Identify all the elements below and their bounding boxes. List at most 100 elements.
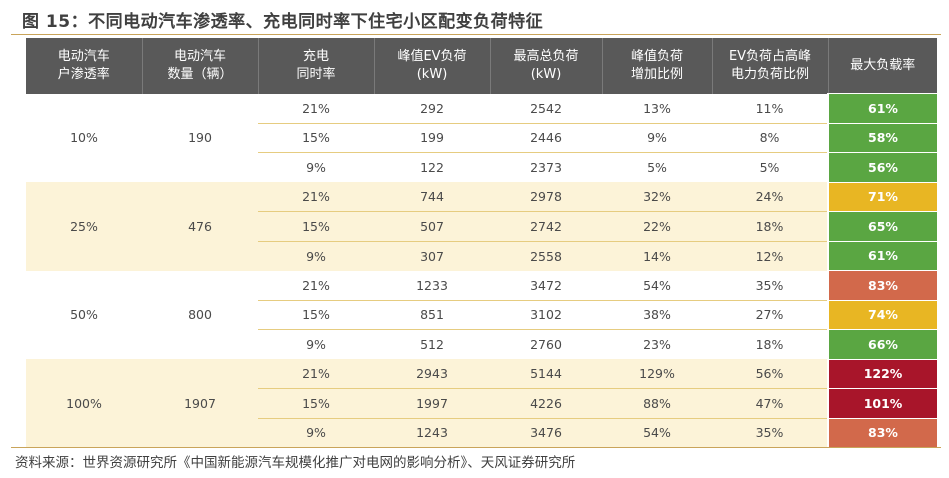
ev-share-cell: 12% — [712, 240, 828, 271]
ev-share-cell: 5% — [712, 152, 828, 182]
source-note: 资料来源：世界资源研究所《中国新能源汽车规模化推广对电网的影响分析》、天风证券研… — [15, 455, 576, 471]
total-peak-cell: 2373 — [490, 152, 602, 182]
ev-peak-cell: 744 — [374, 182, 490, 212]
total-peak-cell: 2760 — [490, 329, 602, 359]
column-header: 充电 同时率 — [258, 38, 375, 94]
increase-cell: 129% — [602, 359, 712, 389]
column-header-line: (kW) — [530, 66, 562, 82]
table-row: 9% 1243 3476 54% 35% 83% — [26, 417, 937, 447]
increase-cell: 23% — [602, 329, 712, 359]
table-row: 25% 476 21% 744 2978 32% 24% 71% — [26, 181, 937, 271]
max-load-cell: 83% — [827, 417, 937, 447]
ev-share-cell: 18% — [712, 329, 828, 359]
ev-share-cell: 47% — [712, 388, 828, 418]
increase-cell: 32% — [602, 182, 712, 212]
column-header: 最高总负荷 (kW) — [490, 38, 603, 94]
increase-cell: 22% — [602, 211, 712, 241]
increase-cell: 9% — [602, 122, 712, 153]
sync-rate-cell: 9% — [258, 240, 374, 271]
column-header: 峰值负荷 增加比例 — [602, 38, 713, 94]
column-header-line: (kW) — [416, 66, 448, 82]
column-header-line: 增加比例 — [630, 66, 683, 82]
table-row: 10% 190 21% 292 2542 13% 11% 61% — [26, 93, 937, 182]
column-header-line: 电力负荷比例 — [730, 66, 809, 82]
vehicle-count-cell: 476 — [142, 182, 258, 271]
sync-rate-cell: 21% — [258, 359, 374, 389]
max-load-cell: 56% — [827, 152, 937, 182]
penetration-cell: 25% — [26, 182, 142, 271]
ev-peak-cell: 1997 — [374, 388, 490, 418]
sync-rate-cell: 21% — [258, 93, 374, 123]
table-row: 15% 199 2446 9% 8% 58% — [26, 122, 937, 153]
total-peak-cell: 3472 — [490, 270, 602, 300]
max-load-cell: 122% — [827, 358, 937, 389]
penetration-cell: 50% — [26, 270, 142, 359]
ev-share-cell: 18% — [712, 211, 828, 241]
sync-rate-cell: 21% — [258, 182, 374, 212]
max-load-cell: 61% — [827, 240, 937, 271]
max-load-cell: 101% — [827, 388, 937, 418]
increase-cell: 88% — [602, 388, 712, 418]
increase-cell: 38% — [602, 299, 712, 330]
ev-share-cell: 24% — [712, 182, 828, 212]
column-header-line: 户渗透率 — [57, 66, 110, 82]
column-header: 电动汽车 数量（辆） — [142, 38, 259, 94]
ev-peak-cell: 851 — [374, 299, 490, 330]
column-header-line: 最高总负荷 — [513, 48, 579, 64]
increase-cell: 54% — [602, 417, 712, 447]
total-peak-cell: 2978 — [490, 182, 602, 212]
ev-peak-cell: 1233 — [374, 270, 490, 300]
max-load-cell: 61% — [827, 93, 937, 123]
ev-peak-cell: 2943 — [374, 359, 490, 389]
max-load-cell: 66% — [827, 329, 937, 359]
total-peak-cell: 2446 — [490, 122, 602, 153]
vehicle-count-cell: 190 — [142, 93, 258, 182]
column-header-line: 充电 — [302, 48, 329, 64]
total-peak-cell: 3476 — [490, 417, 602, 447]
vehicle-count-cell: 800 — [142, 270, 258, 359]
table-row: 9% 307 2558 14% 12% 61% — [26, 240, 937, 271]
total-peak-cell: 5144 — [490, 359, 602, 389]
ev-peak-cell: 199 — [374, 122, 490, 153]
ev-share-cell: 8% — [712, 122, 828, 153]
table-row: 50% 800 21% 1233 3472 54% 35% 83% — [26, 270, 937, 359]
top-rule — [11, 34, 941, 35]
ev-peak-cell: 122 — [374, 152, 490, 182]
increase-cell: 14% — [602, 240, 712, 271]
max-load-cell: 65% — [827, 211, 937, 241]
ev-peak-cell: 292 — [374, 93, 490, 123]
table-header: 电动汽车 户渗透率 电动汽车 数量（辆） 充电 同时率 峰值EV负荷 (kW) 最高总负荷 (kW… — [26, 38, 937, 94]
increase-cell: 13% — [602, 93, 712, 123]
ev-peak-cell: 1243 — [374, 417, 490, 447]
table-body: 10% 190 21% 292 2542 13% 11% 61% 15% 199 2446 9% 8% 5… — [26, 93, 937, 447]
ev-share-cell: 11% — [712, 93, 828, 123]
penetration-cell: 10% — [26, 93, 142, 182]
column-header: 峰值EV负荷 (kW) — [374, 38, 491, 94]
column-header: 最大负载率 — [828, 38, 937, 94]
ev-peak-cell: 512 — [374, 329, 490, 359]
sync-rate-cell: 9% — [258, 329, 374, 359]
total-peak-cell: 2742 — [490, 211, 602, 241]
column-header-line: 峰值负荷 — [630, 48, 683, 64]
ev-share-cell: 35% — [712, 270, 828, 300]
table-row: 100% 1907 21% 2943 5144 129% 56% 122% — [26, 358, 937, 447]
column-header-line: 峰值EV负荷 — [397, 48, 467, 64]
ev-load-table: 电动汽车 户渗透率 电动汽车 数量（辆） 充电 同时率 峰值EV负荷 (kW) 最高总负荷 (kW… — [26, 38, 937, 447]
column-header: 电动汽车 户渗透率 — [26, 38, 143, 94]
sync-rate-cell: 15% — [258, 299, 374, 330]
column-header-line: 电动汽车 — [173, 48, 226, 64]
column-header-line: 电动汽车 — [57, 48, 110, 64]
table-row: 9% 512 2760 23% 18% 66% — [26, 329, 937, 359]
column-header-line: EV负荷占高峰 — [728, 48, 812, 64]
table-row: 15% 851 3102 38% 27% 74% — [26, 299, 937, 330]
column-header-line: 同时率 — [296, 66, 336, 82]
column-header: EV负荷占高峰 电力负荷比例 — [712, 38, 829, 94]
vehicle-count-cell: 1907 — [142, 359, 258, 447]
total-peak-cell: 2542 — [490, 93, 602, 123]
max-load-cell: 74% — [827, 299, 937, 330]
sync-rate-cell: 9% — [258, 152, 374, 182]
table-row: 15% 507 2742 22% 18% 65% — [26, 211, 937, 241]
sync-rate-cell: 21% — [258, 270, 374, 300]
header-row: 电动汽车 户渗透率 电动汽车 数量（辆） 充电 同时率 峰值EV负荷 (kW) 最高总负荷 (kW… — [26, 38, 937, 94]
ev-peak-cell: 307 — [374, 240, 490, 271]
